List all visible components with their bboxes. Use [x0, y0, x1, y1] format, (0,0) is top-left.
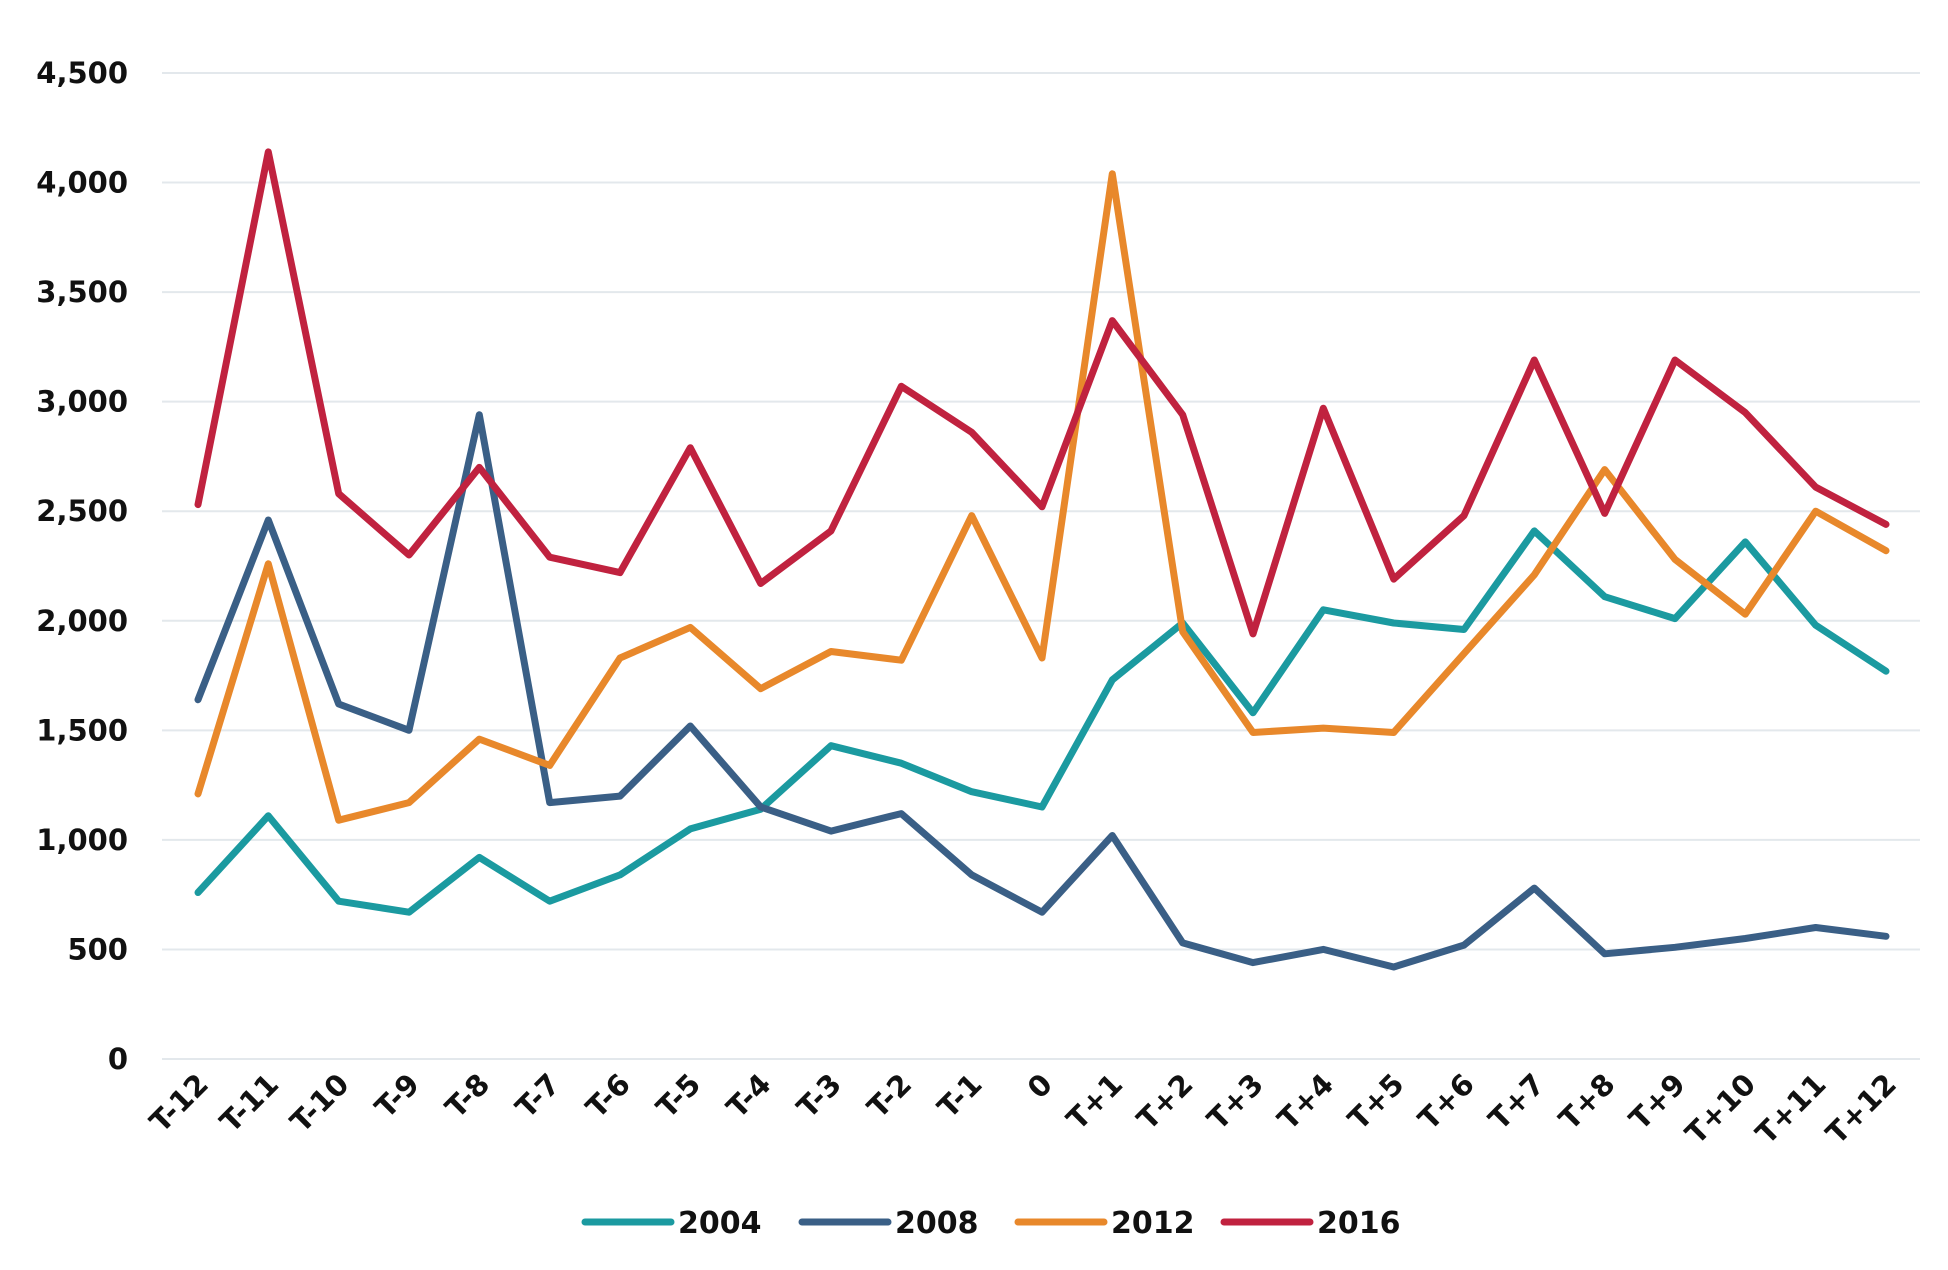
x-tick-label: 0	[1021, 1067, 1059, 1105]
legend-item-2004: 2004	[581, 1206, 762, 1241]
x-tick-label: T-4	[720, 1067, 778, 1125]
x-tick-label: T+2	[1130, 1067, 1199, 1136]
y-axis-ticks: 0 500 1,000 1,500 2,000 2,500 3,000 3,500 4,000 4…	[36, 56, 128, 1076]
x-axis-ticks: T-12T-11T-10 T-9 T-8 T-7 T-6 T-5 T-4 T-3 T-2 T-1 0…	[143, 1067, 1903, 1151]
y-tick-label: 2,500	[36, 494, 128, 528]
x-tick-label: T-6	[579, 1067, 637, 1125]
y-tick-label: 3,000	[36, 385, 128, 419]
x-tick-label: T+7	[1482, 1067, 1551, 1136]
y-tick-label: 4,500	[36, 56, 128, 90]
x-tick-label: T+5	[1341, 1067, 1410, 1136]
x-tick-label: T-5	[649, 1067, 707, 1125]
x-tick-label: T-3	[790, 1067, 848, 1125]
series-line-2004	[194, 527, 1890, 916]
x-tick-label: T-7	[509, 1067, 567, 1125]
x-tick-label: T-9	[368, 1067, 426, 1125]
legend-item-2008: 2008	[798, 1206, 979, 1241]
legend: 2004 2008 2012 2016	[581, 1206, 1401, 1241]
x-tick-label: T+3	[1200, 1067, 1269, 1136]
y-tick-label: 4,000	[36, 166, 128, 200]
legend-item-2016: 2016	[1220, 1206, 1401, 1241]
x-tick-label: T-12	[143, 1067, 215, 1139]
series-line-2016	[194, 148, 1890, 638]
series-line-2012	[194, 170, 1890, 824]
series-line-2008	[194, 411, 1890, 971]
y-tick-label: 2,000	[36, 604, 128, 638]
x-tick-label: T+4	[1271, 1067, 1340, 1136]
y-tick-label: 1,500	[36, 713, 128, 747]
x-tick-label: T-10	[284, 1067, 356, 1139]
legend-item-2012: 2012	[1014, 1206, 1195, 1241]
x-tick-label: T+8	[1552, 1067, 1621, 1136]
legend-label: 2016	[1317, 1206, 1401, 1241]
y-tick-label: 1,000	[36, 823, 128, 857]
y-tick-label: 3,500	[36, 275, 128, 309]
x-tick-label: T-11	[213, 1067, 285, 1139]
x-tick-label: T+1	[1060, 1067, 1129, 1136]
legend-label: 2012	[1111, 1206, 1195, 1241]
series-lines	[194, 148, 1890, 971]
legend-label: 2008	[895, 1206, 979, 1241]
x-tick-label: T+12	[1819, 1067, 1903, 1151]
x-tick-label: T+6	[1411, 1067, 1480, 1136]
x-tick-label: T-2	[860, 1067, 918, 1125]
x-tick-label: T-8	[438, 1067, 496, 1125]
x-tick-label: T-1	[931, 1067, 989, 1125]
x-tick-label: T+11	[1749, 1067, 1833, 1151]
y-tick-label: 0	[108, 1042, 128, 1076]
y-tick-label: 500	[67, 932, 128, 966]
x-tick-label: T+10	[1679, 1067, 1763, 1151]
legend-label: 2004	[678, 1206, 762, 1241]
